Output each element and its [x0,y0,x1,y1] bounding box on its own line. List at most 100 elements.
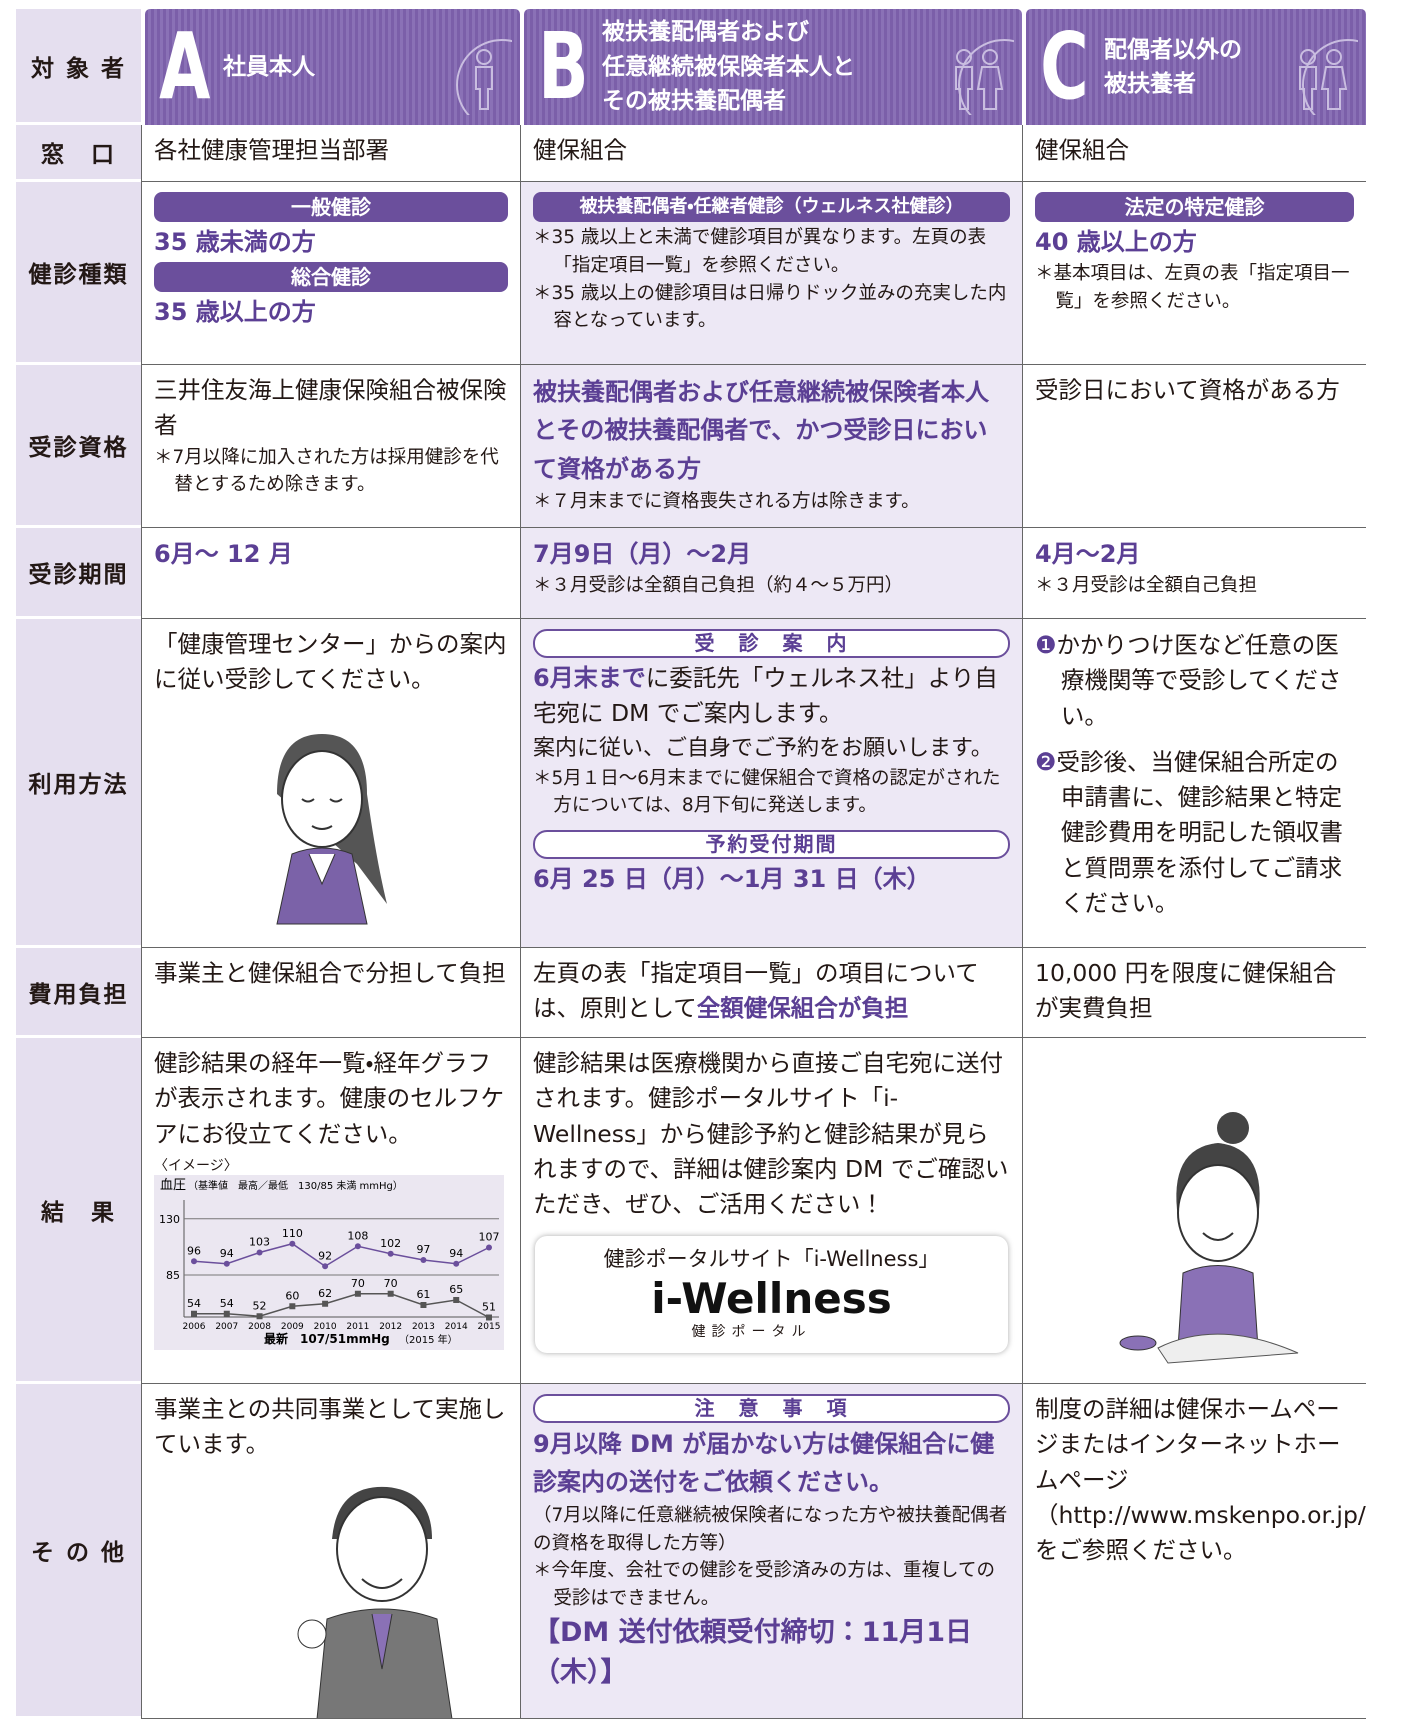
cell-text: 被扶養配偶者・任継者健診（ウェルネス社健診） [533,192,1010,222]
value-label: 96 [187,1244,201,1257]
cell-text: 三井住友海上健康保険組合被保険者 [154,376,507,440]
circle [1326,49,1342,65]
ind: ❷受診後、当健保組合所定の申請書に、健診結果と特定健診費用を明記した領収書と質問… [1035,744,1354,921]
point [191,1310,197,1317]
value-label: 107 [479,1230,500,1243]
circle [958,39,1014,115]
cell-text: 総合健診 [154,262,508,292]
cell-text: 40 歳以上の方 [1035,228,1197,256]
cell-text: ＊基本項目は、左頁の表「指定項目一覧」を参照ください。 [1035,263,1350,312]
cell-text: ＊7月以降に加入された方は採用健診を代替とするため除きます。 [154,446,499,496]
cell-text: 7月9日（月）～2月 [533,540,752,568]
cell: 4月～2月 ＊３月受診は全額自己負担 [1022,528,1366,619]
value-label: 62 [318,1286,332,1299]
cell: 10,000 円を限度に健保組合が実費負担 [1022,948,1366,1038]
cell-text: ＊３月受診は全額自己負担（約４～５万円） [533,575,904,596]
col-c-header: C 配偶者以外の 被扶養者 [1026,9,1366,125]
letter: B [538,13,589,120]
chart-footer: 最新 107/51mmHg [264,1331,390,1346]
cell: 健保組合 [520,125,1022,182]
cell: 左頁の表「指定項目一覧」の項目については、原則として全額健保組合が負担 [520,948,1022,1038]
point [354,1290,361,1297]
value-label: 94 [220,1246,234,1259]
value-label: 54 [220,1296,234,1309]
cell-text: 任意継続被保険者本人と [602,53,855,80]
cell: ❶かかりつけ医など任意の医療機関等で受診してください。 ❷受診後、当健保組合所定… [1022,619,1366,948]
x-tick-label: 2009 [281,1322,304,1332]
cell-text: に委託先「ウェルネス社」より自宅宛に DM でご案内します。 [533,664,998,728]
portal-box: 健診ポータルサイト「i-Wellness」 i-Wellness 健診ポータル [535,1236,1008,1353]
cell-text: i-Wellness [651,1273,892,1323]
person-icon [955,39,1014,115]
cell-text: 健診結果の経年一覧・経年グラフが表示されます。健康のセルフケアにお役立てください… [154,1049,505,1148]
cell-text: 被扶養者 [1104,71,1196,97]
cell-text: 6月～ 12 月 [154,540,293,568]
cell: 法定の特定健診 40 歳以上の方 ＊基本項目は、左頁の表「指定項目一覧」を参照くださ… [1022,182,1366,365]
col-a-header: A 社員本人 [145,9,520,125]
cell-text: 受診後、当健保組合所定の申請書に、健診結果と特定健診費用を明記した領収書と質問票… [1056,747,1343,917]
row-label: 受診期間 [16,528,141,619]
value-label: 103 [249,1235,270,1248]
cell-text: 左頁の表「指定項目一覧」の項目については、原則として [533,959,979,1023]
cell-text: 社員本人 [223,53,315,80]
ellipse [336,1496,428,1602]
circle [956,49,972,65]
path [1177,1265,1259,1349]
x-tick-label: 2008 [248,1322,271,1332]
point [223,1260,230,1267]
point [322,1300,329,1307]
chart-subtitle: （基準値 最高／最低 130/85 未満 mmHg） [188,1179,403,1192]
point [420,1256,427,1263]
value-label: 52 [253,1299,267,1312]
x-tick-label: 2011 [346,1322,369,1332]
point [256,1249,263,1256]
cell: 7月9日（月）～2月 ＊３月受診は全額自己負担（約４～５万円） [520,528,1022,619]
cell-text: 35 歳以上の方 [154,298,316,326]
value-label: 70 [351,1276,365,1289]
circle [476,49,492,65]
circle [1302,39,1358,115]
cell-text: 一般健診 [154,192,508,222]
point [322,1262,329,1269]
cell: 一般健診 35 歳未満の方 総合健診 35 歳以上の方 [141,182,520,365]
cell-text: 「健康管理センター」からの案内に従い受診してください。 [154,630,507,694]
value-label: 108 [347,1229,368,1242]
circle [982,49,998,65]
cell-text: ＊今年度、会社での健診を受診済みの方は、重複しての受診はできません。 [533,1560,995,1610]
cell: 被扶養配偶者・任継者健診（ウェルネス社健診） ＊35 歳以上と未満で健診項目が異な… [520,182,1022,365]
path [371,1613,393,1670]
point [453,1296,460,1303]
row-label: 利用方法 [16,619,141,948]
path [301,798,343,830]
value-label: 94 [449,1246,463,1259]
cell: 受 診 案 内 6月末までに委託先「ウェルネス社」より自宅宛に DM でご案内し… [520,619,1022,948]
path [1202,1232,1234,1241]
header-label: 対 象 者 [16,9,141,125]
point [387,1250,394,1257]
x-tick-label: 2006 [183,1322,206,1332]
circle [456,39,512,115]
circle [1300,49,1316,65]
person-icon [456,39,512,115]
cell: 健保組合 [1022,125,1366,182]
cell-text: 制度の詳細は健保ホームページまたはインターネットホームページ（http://ww… [1035,1395,1366,1564]
cell-text: 健診ポータル [691,1323,812,1340]
point [223,1310,230,1317]
cell-text: 【DM 送付依頼受付締切：11月1日（木）】 [533,1616,973,1689]
point [420,1301,427,1308]
cell-text: 健診ポータルサイト「i-Wellness」 [603,1247,940,1272]
chart-title: 血圧 [160,1178,186,1193]
cell-text: 注 意 事 項 [533,1394,1010,1423]
value-label: 92 [318,1249,332,1262]
p: 左頁の表「指定項目一覧」の項目については、原則として全額健保組合が負担 [533,956,1010,1027]
cell: 健診結果は医療機関から直接ご自宅宛に送付されます。健診ポータルサイト「i-Wel… [520,1038,1022,1384]
cell-text: ＊35 歳以上の健診項目は日帰りドック並みの充実した内容となっています。 [533,282,1007,332]
point [256,1312,263,1319]
cell-text: ＊35 歳以上と未満で健診項目が異なります。左頁の表「指定項目一覧」を参照くださ… [533,227,987,276]
cell: 事業主と健保組合で分担して負担 [141,948,520,1038]
illustration [276,734,387,925]
path [1299,66,1348,110]
p: 6月末までに委託先「ウェルネス社」より自宅宛に DM でご案内します。 [533,660,1010,732]
illustration [297,1486,453,1718]
